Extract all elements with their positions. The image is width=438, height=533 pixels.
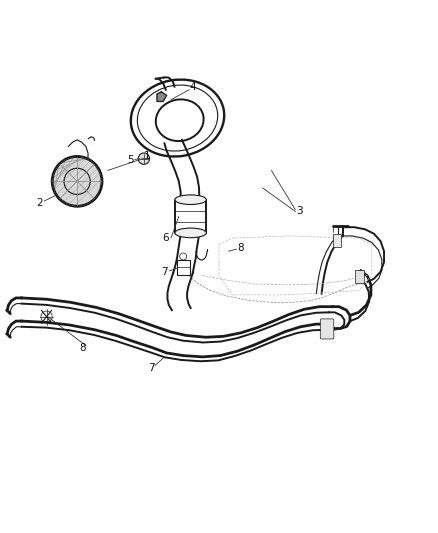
Text: 4: 4 [190,83,196,93]
Text: 8: 8 [237,243,244,253]
Bar [177,260,190,275]
Text: 7: 7 [161,266,168,277]
Polygon shape [157,92,166,101]
Circle shape [53,157,101,205]
Text: 8: 8 [79,343,86,353]
Bar [332,234,341,247]
Text: 6: 6 [162,233,169,243]
Text: 5: 5 [127,155,134,165]
Text: 7: 7 [148,363,155,373]
FancyBboxPatch shape [320,319,334,339]
Ellipse shape [175,195,206,205]
Ellipse shape [175,228,206,238]
Text: 2: 2 [37,198,43,208]
Bar [355,270,364,283]
Text: 3: 3 [297,206,303,216]
Text: 1: 1 [144,151,150,161]
Circle shape [138,153,150,164]
